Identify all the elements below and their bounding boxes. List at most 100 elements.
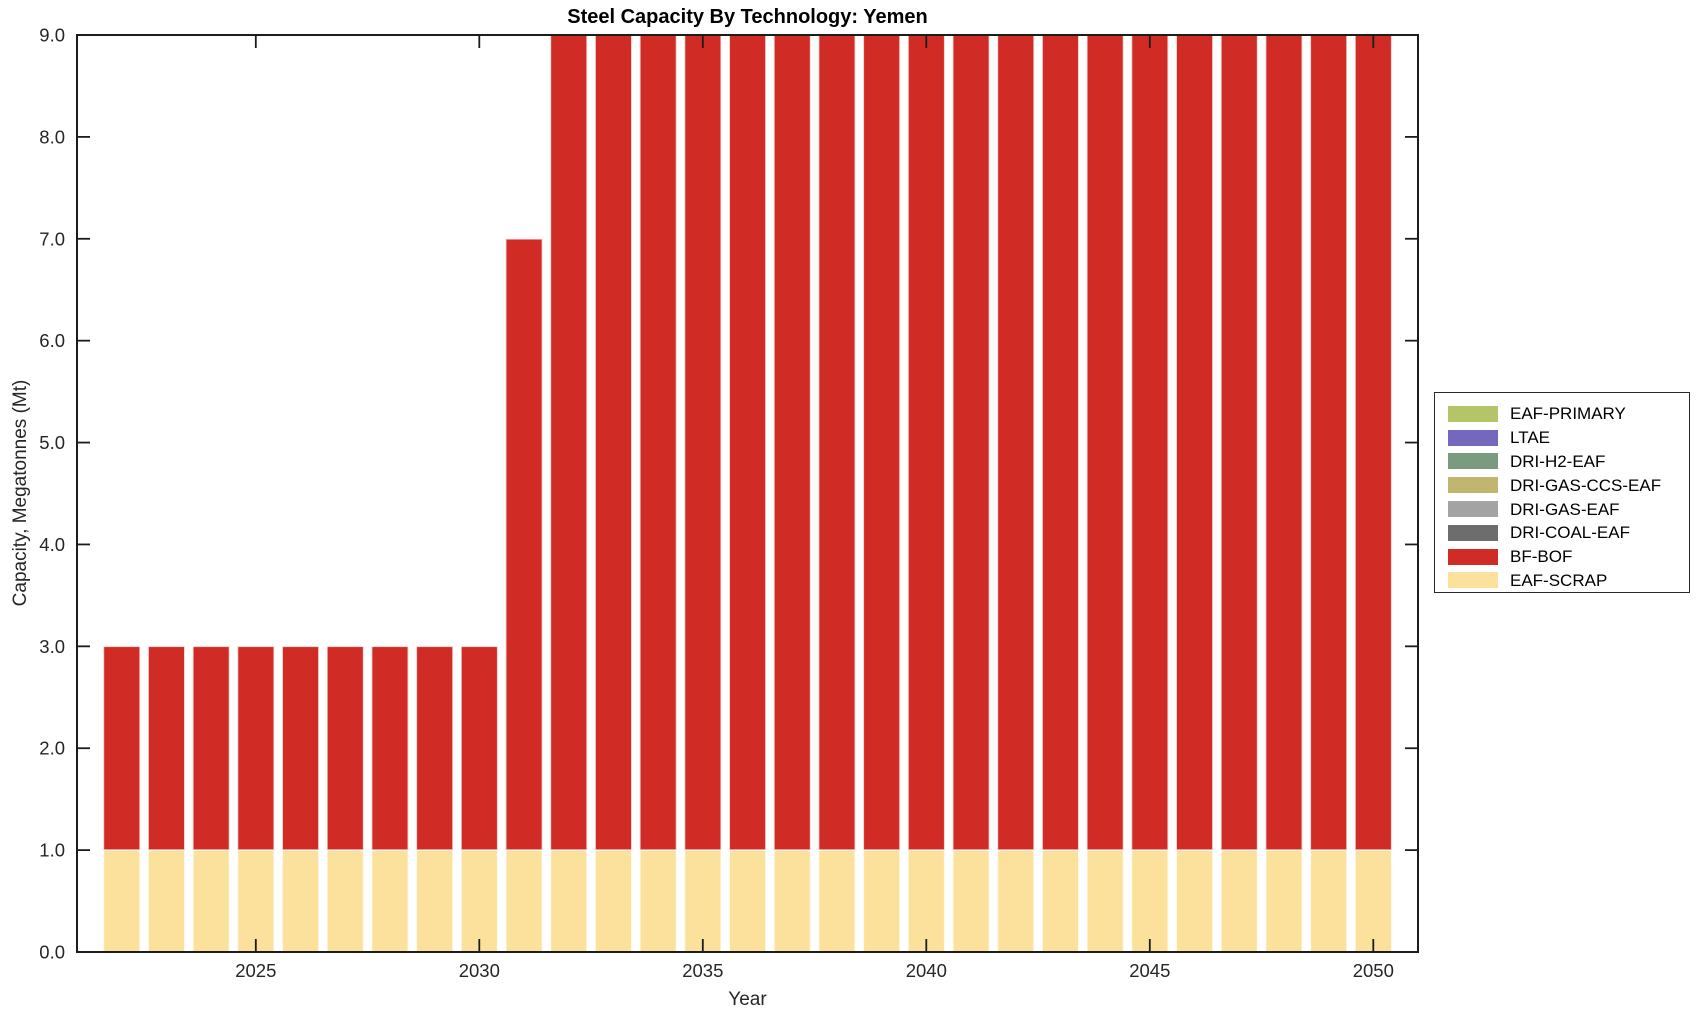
bar-segment-bf-bof bbox=[147, 645, 186, 851]
legend-entry: DRI-COAL-EAF bbox=[1448, 521, 1689, 545]
bar-segment-eaf-scrap bbox=[370, 849, 410, 953]
bar-segment-bf-bof bbox=[549, 34, 588, 851]
legend-label: DRI-H2-EAF bbox=[1510, 451, 1606, 471]
legend-swatch bbox=[1448, 572, 1498, 589]
bar-segment-bf-bof bbox=[326, 645, 365, 851]
x-tick-label: 2035 bbox=[682, 960, 723, 981]
bar-segment-eaf-scrap bbox=[147, 849, 186, 953]
x-tick-label: 2030 bbox=[459, 960, 500, 981]
bar-segment-eaf-scrap bbox=[1086, 849, 1125, 953]
legend-entry: BF-BOF bbox=[1448, 545, 1689, 569]
bar-segment-bf-bof bbox=[370, 645, 410, 851]
bar-segment-eaf-scrap bbox=[460, 849, 499, 953]
legend-entry: EAF-SCRAP bbox=[1448, 569, 1689, 593]
bar-segment-eaf-scrap bbox=[236, 849, 276, 953]
bar-segment-bf-bof bbox=[192, 645, 231, 851]
bar-segment-bf-bof bbox=[683, 34, 723, 851]
chart-title: Steel Capacity By Technology: Yemen bbox=[567, 6, 928, 28]
bar-segment-bf-bof bbox=[728, 34, 767, 851]
bar-segment-eaf-scrap bbox=[817, 849, 857, 953]
legend-label: DRI-GAS-EAF bbox=[1510, 499, 1620, 519]
legend-swatch bbox=[1448, 477, 1498, 494]
bar-segment-eaf-scrap bbox=[1041, 849, 1080, 953]
legend-swatch bbox=[1448, 453, 1498, 470]
x-axis-label: Year bbox=[728, 989, 767, 1010]
legend-swatch bbox=[1448, 429, 1498, 446]
bar-segment-bf-bof bbox=[1175, 34, 1214, 851]
bar-segment-bf-bof bbox=[907, 34, 946, 851]
bar-segment-bf-bof bbox=[102, 645, 141, 851]
bar-segment-eaf-scrap bbox=[1309, 849, 1348, 953]
bar-segment-bf-bof bbox=[1041, 34, 1080, 851]
y-tick-label: 8.0 bbox=[39, 126, 65, 147]
y-tick-label: 2.0 bbox=[39, 738, 65, 759]
bar-segment-eaf-scrap bbox=[951, 849, 991, 953]
bar-segment-bf-bof bbox=[1264, 34, 1304, 851]
legend-swatch bbox=[1448, 405, 1498, 422]
x-tick-label: 2025 bbox=[235, 960, 276, 981]
bar-segment-eaf-scrap bbox=[415, 849, 454, 953]
bar-segment-eaf-scrap bbox=[549, 849, 588, 953]
bar-segment-eaf-scrap bbox=[102, 849, 141, 953]
bar-segment-eaf-scrap bbox=[1175, 849, 1214, 953]
legend-swatch bbox=[1448, 524, 1498, 541]
legend-label: BF-BOF bbox=[1510, 547, 1573, 567]
bar-segment-eaf-scrap bbox=[1220, 849, 1259, 953]
legend-swatch bbox=[1448, 548, 1498, 565]
bar-segment-bf-bof bbox=[460, 645, 499, 851]
bar-segment-eaf-scrap bbox=[192, 849, 231, 953]
y-tick-label: 0.0 bbox=[39, 942, 65, 963]
bar-segment-bf-bof bbox=[1086, 34, 1125, 851]
bar-segment-bf-bof bbox=[504, 238, 544, 851]
legend-entry: DRI-H2-EAF bbox=[1448, 450, 1689, 474]
x-tick-label: 2050 bbox=[1353, 960, 1394, 981]
y-tick-label: 4.0 bbox=[39, 534, 65, 555]
legend-entry: EAF-PRIMARY bbox=[1448, 402, 1689, 426]
legend-label: DRI-COAL-EAF bbox=[1510, 523, 1630, 543]
y-axis-label: Capacity, Megatonnes (Mt) bbox=[10, 379, 31, 607]
legend-label: EAF-PRIMARY bbox=[1510, 404, 1626, 424]
bar-segment-bf-bof bbox=[236, 645, 276, 851]
bar-segment-bf-bof bbox=[1130, 34, 1170, 851]
bar-segment-bf-bof bbox=[862, 34, 901, 851]
bar-segment-bf-bof bbox=[951, 34, 991, 851]
bar-segment-bf-bof bbox=[817, 34, 857, 851]
legend-label: LTAE bbox=[1510, 428, 1550, 448]
legend: EAF-PRIMARY LTAE DRI-H2-EAF DRI-GAS-CCS-EAF… bbox=[1434, 392, 1690, 593]
bar-segment-eaf-scrap bbox=[281, 849, 320, 953]
legend-entry: LTAE bbox=[1448, 426, 1689, 450]
y-tick-label: 7.0 bbox=[39, 228, 65, 249]
bar-segment-eaf-scrap bbox=[1130, 849, 1170, 953]
legend-entry: DRI-GAS-CCS-EAF bbox=[1448, 473, 1689, 497]
legend-entry: DRI-GAS-EAF bbox=[1448, 497, 1689, 521]
bar-segment-eaf-scrap bbox=[326, 849, 365, 953]
bar-segment-bf-bof bbox=[773, 34, 812, 851]
y-tick-label: 6.0 bbox=[39, 330, 65, 351]
legend-label: DRI-GAS-CCS-EAF bbox=[1510, 475, 1662, 495]
bar-segment-bf-bof bbox=[1220, 34, 1259, 851]
bar-segment-bf-bof bbox=[996, 34, 1035, 851]
bar-segment-eaf-scrap bbox=[862, 849, 901, 953]
y-tick-label: 1.0 bbox=[39, 840, 65, 861]
legend-swatch bbox=[1448, 501, 1498, 518]
bar-segment-bf-bof bbox=[415, 645, 454, 851]
bar-segment-eaf-scrap bbox=[996, 849, 1035, 953]
bar-segment-eaf-scrap bbox=[728, 849, 767, 953]
bar-segment-bf-bof bbox=[281, 645, 320, 851]
x-tick-label: 2045 bbox=[1129, 960, 1170, 981]
bar-segment-bf-bof bbox=[1309, 34, 1348, 851]
bar-segment-eaf-scrap bbox=[1264, 849, 1304, 953]
bar-segment-eaf-scrap bbox=[594, 849, 633, 953]
bar-segment-eaf-scrap bbox=[638, 849, 678, 953]
y-tick-label: 9.0 bbox=[39, 25, 65, 46]
bar-segment-eaf-scrap bbox=[1354, 849, 1393, 953]
bar-segment-bf-bof bbox=[1354, 34, 1393, 851]
bar-segment-eaf-scrap bbox=[907, 849, 946, 953]
bar-segment-eaf-scrap bbox=[504, 849, 544, 953]
legend-label: EAF-SCRAP bbox=[1510, 570, 1608, 590]
axes-box bbox=[76, 34, 1419, 953]
y-tick-label: 5.0 bbox=[39, 432, 65, 453]
bar-segment-eaf-scrap bbox=[683, 849, 723, 953]
